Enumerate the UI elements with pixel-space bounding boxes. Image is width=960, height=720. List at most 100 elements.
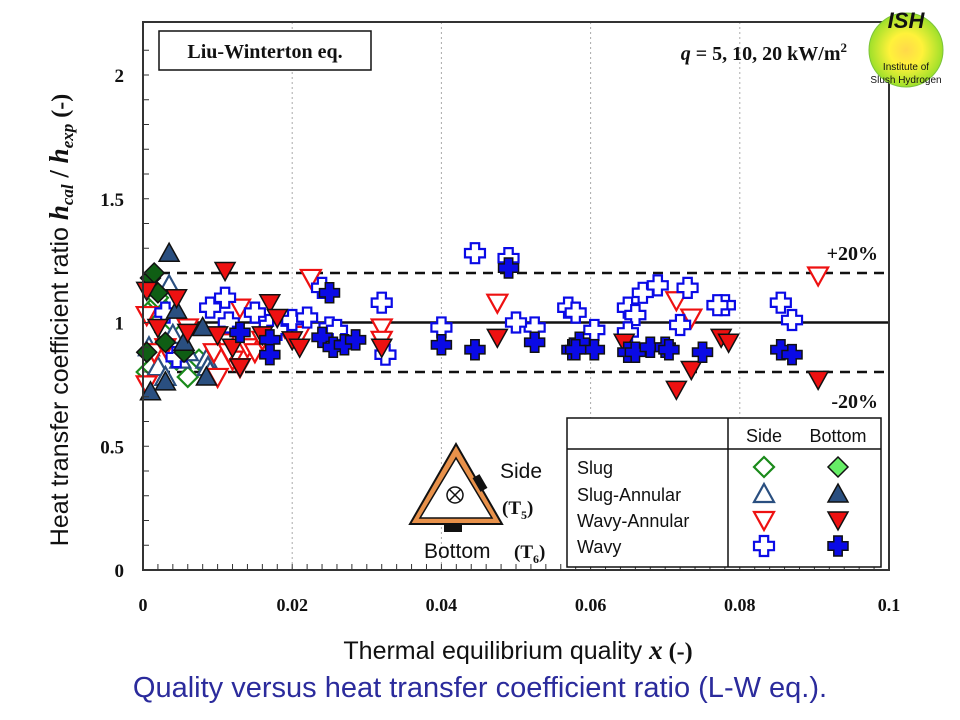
point-slug-annular-bottom [157,241,181,262]
point-slug-side [176,365,200,389]
legend-row-wavy-annular: Wavy-Annular [577,511,689,531]
chart-title: Liu-Winterton eq. [187,41,342,63]
ish-logo: ISH Institute of Slush Hydrogen [868,8,944,88]
point-wavy-annular-bottom [176,323,200,344]
point-wavy-annular-side [806,266,830,288]
point-wavy-side [669,313,692,337]
logo-abbr: ISH [888,8,926,33]
point-wavy-annular-bottom [665,380,688,401]
legend-marker-slug-annular-side [752,481,776,504]
point-slug-bottom [154,331,177,354]
point-wavy-side [213,286,237,309]
point-wavy-side [624,303,647,327]
inset-side-sensor: (T5) [502,498,533,522]
legend-col-bottom: Bottom [809,426,866,446]
point-wavy-side [374,343,397,366]
legend-marker-wavy-side [752,534,776,558]
heat-flux-annotation: q = 5, 10, 20 kW/m2 [681,40,847,65]
legend-row-slug-annular: Slug-Annular [577,485,681,505]
point-wavy-bottom [259,343,281,366]
point-wavy-bottom [344,329,367,351]
point-wavy-annular-bottom [135,281,159,302]
point-wavy-bottom [430,334,453,356]
point-wavy-annular-side [485,293,510,315]
point-wavy-annular-bottom [165,289,188,310]
plus20-label: +20% [827,243,878,265]
logo-line2: Slush Hydrogen [870,75,941,86]
tick-labels: 0 0.02 0.04 0.06 0.08 0.1 0 0.5 1 1.5 2 [100,66,900,615]
point-wavy-side [370,291,393,314]
inset-bottom-sensor: (T6) [514,542,545,566]
point-wavy-side [154,301,177,324]
point-wavy-side [780,308,804,332]
point-wavy-bottom [781,343,803,366]
title-box: Liu-Winterton eq. [158,30,372,71]
y-tick-label: 1.5 [100,190,124,211]
inset-side-label: Side [500,460,542,483]
point-wavy-side [199,296,222,319]
point-wavy-bottom [658,338,680,361]
point-wavy-annular-side [679,308,704,330]
x-tick-label: 0 [139,595,148,615]
y-axis-label: Heat transfer coefficient ratio hcal / h… [44,94,77,546]
legend-row-wavy: Wavy [577,537,621,557]
minus20-label: -20% [831,391,878,413]
point-wavy-bottom [229,321,251,344]
point-wavy-annular-bottom [206,326,229,347]
point-wavy-annular-bottom [717,333,740,354]
point-wavy-annular-side [298,268,323,291]
point-slug-annular-bottom [154,370,177,391]
x-tick-label: 0.1 [878,595,901,615]
point-wavy-annular-bottom [213,261,237,283]
point-wavy-annular-bottom [228,358,252,379]
legend-col-side: Side [746,426,782,446]
point-slug-annular-bottom [195,365,218,386]
y-tick-label: 0.5 [100,437,124,458]
x-tick-label: 0.08 [724,595,756,615]
point-wavy-annular-bottom [221,338,244,359]
logo-line1: Institute of [883,62,929,73]
point-wavy-side [463,242,487,265]
point-wavy-annular-bottom [258,293,282,315]
x-axis-label: Thermal equilibrium quality x (-) [343,635,692,665]
point-wavy-side [769,291,792,314]
point-wavy-side [504,311,528,334]
x-tick-label: 0.04 [426,595,458,615]
y-tick-label: 1 [115,314,125,335]
legend-marker-wavy-bottom [827,535,849,557]
point-wavy-side [676,276,699,299]
point-wavy-annular-side [664,291,689,313]
x-tick-label: 0.02 [276,595,308,615]
point-wavy-side [266,318,289,342]
legend-marker-wavy-annular-side [752,510,776,533]
point-wavy-bottom [564,338,587,361]
side-sensor-icon [472,474,488,492]
data-points [134,241,830,401]
point-wavy-annular-bottom [486,328,509,349]
point-slug-annular-bottom [139,380,162,401]
bottom-sensor-icon [444,525,462,532]
point-wavy-annular-side [134,305,159,328]
point-wavy-annular-bottom [146,318,170,339]
legend-marker-slug-side [752,455,776,479]
legend: Side Bottom Slug Slug-Annular Wavy-Annul… [566,417,882,568]
legend-marker-slug-bottom [826,455,850,479]
point-wavy-bottom [691,341,714,363]
inset-bottom-label: Bottom [424,540,491,563]
legend-marker-slug-annular-bottom [826,482,850,503]
point-wavy-annular-bottom [266,308,289,330]
point-wavy-annular-bottom [370,338,393,359]
point-wavy-side [564,301,587,324]
legend-row-slug: Slug [577,458,613,478]
point-wavy-bottom [318,282,341,304]
point-wavy-annular-bottom [680,360,703,382]
legend-marker-wavy-annular-bottom [826,511,850,532]
point-wavy-annular-side [369,318,394,340]
point-wavy-side [296,306,319,329]
point-slug-bottom [135,341,158,364]
point-wavy-annular-bottom [288,338,311,359]
point-wavy-side [646,274,669,297]
y-tick-label: 2 [115,66,125,87]
y-tick-label: 0 [115,561,125,582]
